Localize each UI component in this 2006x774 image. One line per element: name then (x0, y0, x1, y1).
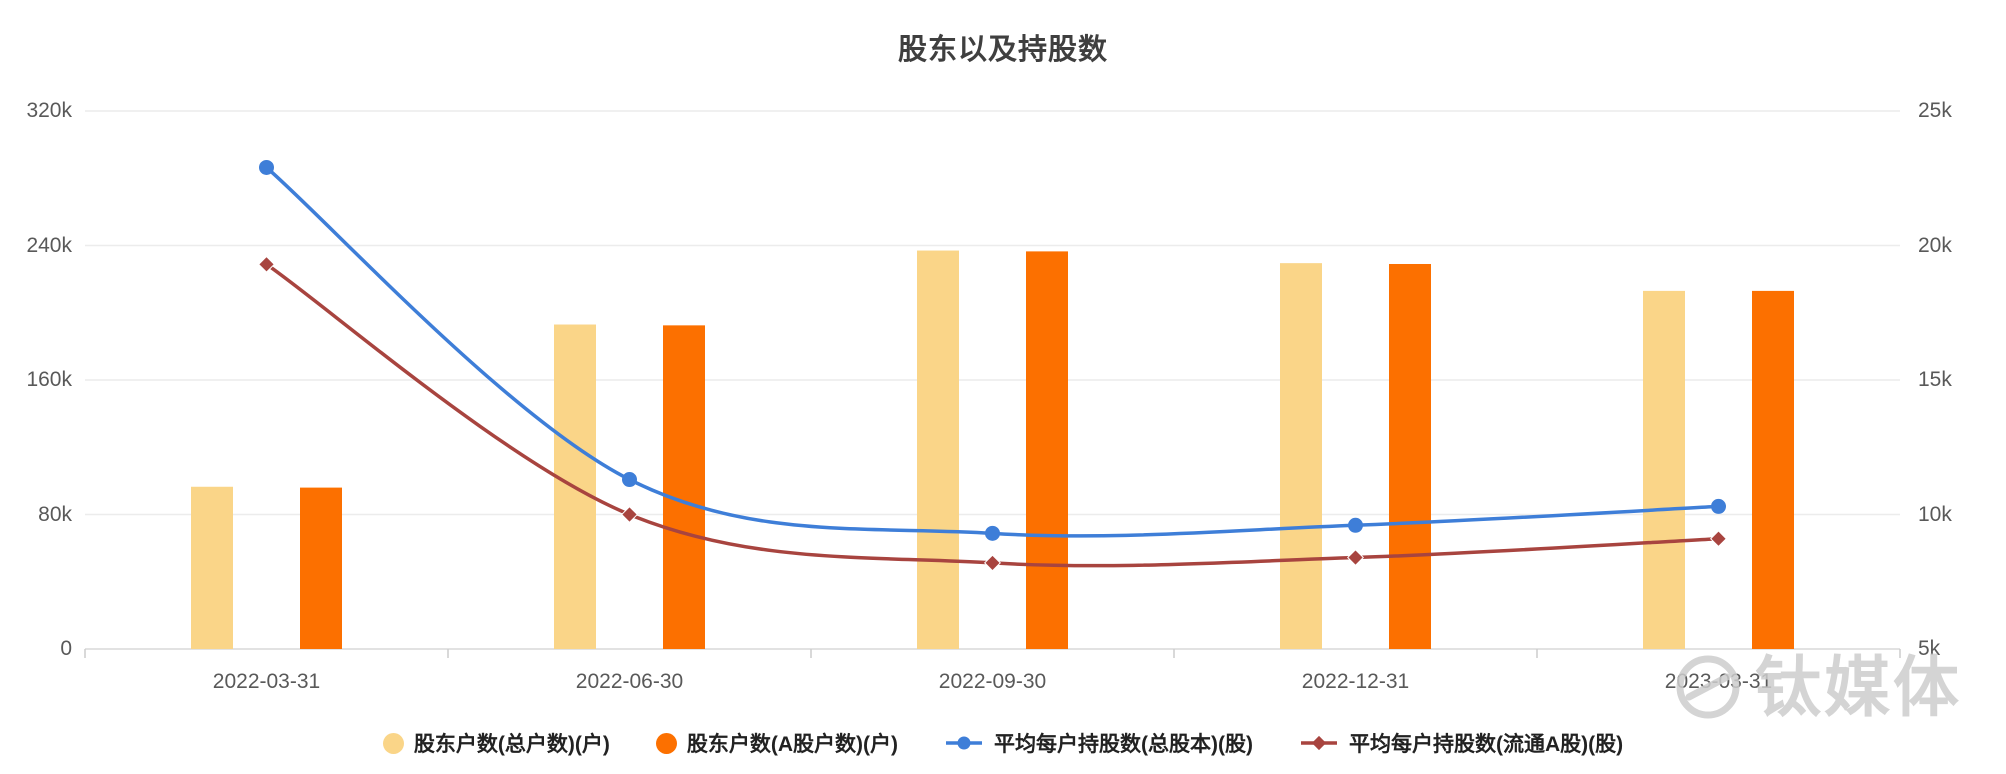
legend-label: 股东户数(总户数)(户) (413, 733, 610, 756)
line-point-diamond[interactable] (1347, 549, 1364, 567)
line-point[interactable] (1348, 517, 1363, 533)
bar-series0-2022-03-31[interactable] (191, 486, 233, 649)
line-point[interactable] (985, 525, 1000, 541)
x-tick-label-2022-03-31: 2022-03-31 (212, 670, 321, 693)
bar-series0-2022-09-30[interactable] (917, 250, 959, 649)
legend-circle-swatch-icon (382, 732, 404, 754)
legend-circle-swatch-icon (655, 732, 677, 754)
bar-series1-2022-03-31[interactable] (300, 487, 342, 649)
y-right-tick-label: 15k (1918, 368, 1952, 391)
legend: 股东户数(总户数)(户) 股东户数(A股户数)(户) 平均每户持股数(总股本)(股)… (0, 728, 2006, 758)
line-point-diamond[interactable] (1710, 530, 1727, 548)
legend-item-3[interactable]: 平均每户持股数(流通A股)(股) (1299, 728, 1623, 758)
y-right-tick-label: 5k (1918, 637, 1941, 660)
line-point[interactable] (622, 472, 637, 488)
legend-line-marker-icon (1300, 735, 1337, 751)
line-series-0 (264, 165, 1721, 538)
chart-title: 股东以及持股数 (897, 34, 1108, 66)
legend-item-2[interactable]: 平均每户持股数(总股本)(股) (944, 728, 1253, 758)
x-tick-label-2023-03-31: 2023-03-31 (1664, 670, 1773, 693)
legend-label: 平均每户持股数(总股本)(股) (994, 733, 1253, 756)
legend-item-1[interactable]: 股东户数(A股户数)(户) (655, 728, 898, 758)
bar-series1-2022-09-30[interactable] (1026, 251, 1068, 649)
bar-series1-2022-12-31[interactable] (1389, 263, 1431, 649)
bar-series0-2023-03-31[interactable] (1643, 290, 1685, 649)
bar-series1-2022-06-30[interactable] (663, 325, 705, 649)
bar-series0-2022-12-31[interactable] (1280, 263, 1322, 649)
line-point-diamond[interactable] (258, 255, 275, 273)
y-right-tick-label: 20k (1918, 233, 1952, 257)
y-right-tick-label: 25k (1918, 99, 1952, 122)
y-left-tick-label: 80k (38, 502, 72, 526)
line-point-diamond[interactable] (621, 506, 638, 523)
line-point-diamond[interactable] (984, 554, 1001, 572)
line-point[interactable] (1711, 498, 1726, 514)
x-tick-label-2022-12-31: 2022-12-31 (1301, 670, 1410, 693)
x-tick-label-2022-06-30: 2022-06-30 (575, 670, 684, 693)
legend-label: 平均每户持股数(流通A股)(股) (1348, 733, 1624, 756)
x-tick-label-2022-09-30: 2022-09-30 (938, 670, 1047, 693)
line-series-1 (264, 262, 1721, 568)
y-left-tick-label: 320k (26, 99, 72, 122)
bar-series1-2023-03-31[interactable] (1752, 290, 1794, 649)
line-point[interactable] (259, 159, 274, 175)
y-right-tick-label: 10k (1918, 502, 1952, 526)
legend-label: 股东户数(A股户数)(户) (686, 733, 898, 756)
legend-line-marker-icon (946, 736, 982, 750)
y-left-tick-label: 0 (60, 637, 72, 660)
legend-item-0[interactable]: 股东户数(总户数)(户) (382, 728, 610, 758)
y-left-tick-label: 240k (26, 233, 72, 257)
y-left-tick-label: 160k (26, 368, 72, 391)
